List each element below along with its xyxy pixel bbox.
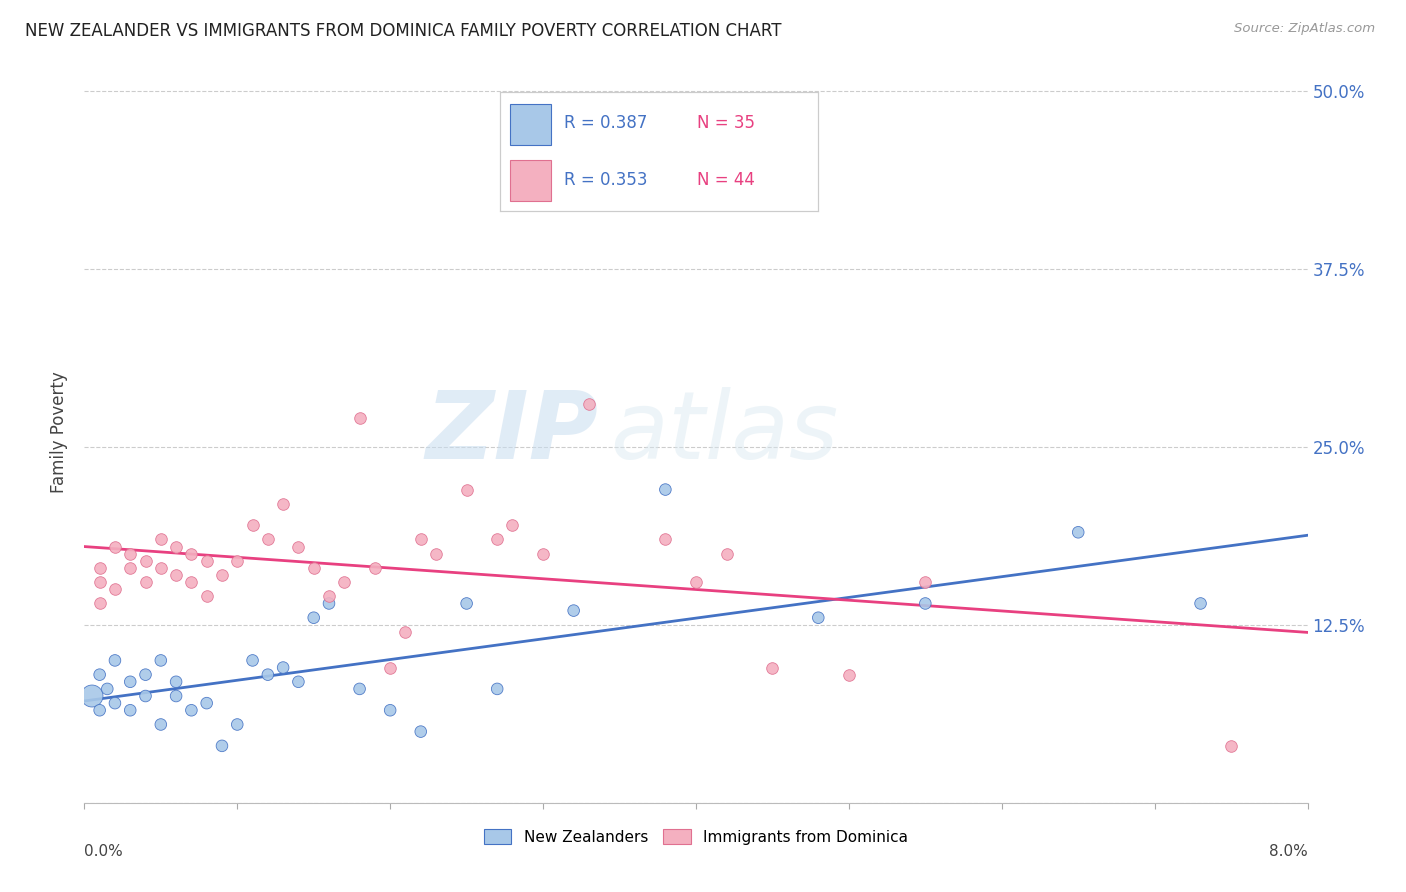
- Point: [226, 717, 249, 731]
- Text: 8.0%: 8.0%: [1268, 844, 1308, 858]
- Point: [271, 660, 294, 674]
- Point: [242, 518, 264, 533]
- Point: [149, 561, 172, 575]
- Point: [89, 703, 111, 717]
- Point: [502, 518, 524, 533]
- Point: [104, 696, 127, 710]
- Point: [425, 547, 447, 561]
- Point: [380, 703, 402, 717]
- Point: [120, 674, 142, 689]
- Point: [104, 653, 127, 667]
- Point: [135, 554, 157, 568]
- Point: [287, 540, 309, 554]
- Point: [1189, 597, 1212, 611]
- Point: [654, 483, 676, 497]
- Point: [120, 703, 142, 717]
- Point: [364, 561, 387, 575]
- Point: [195, 696, 218, 710]
- Point: [838, 667, 860, 681]
- Point: [135, 667, 157, 681]
- Point: [1220, 739, 1243, 753]
- Point: [89, 561, 111, 575]
- Point: [195, 590, 218, 604]
- Point: [654, 533, 676, 547]
- Point: [120, 561, 142, 575]
- Point: [318, 597, 340, 611]
- Point: [104, 540, 127, 554]
- Point: [271, 497, 294, 511]
- Point: [89, 597, 111, 611]
- Point: [149, 717, 172, 731]
- Point: [1067, 525, 1090, 540]
- Point: [211, 568, 233, 582]
- Point: [149, 653, 172, 667]
- Point: [409, 724, 432, 739]
- Point: [149, 533, 172, 547]
- Point: [685, 575, 707, 590]
- Point: [394, 624, 416, 639]
- Point: [165, 568, 187, 582]
- Point: [165, 689, 187, 703]
- Point: [211, 739, 233, 753]
- Point: [226, 554, 249, 568]
- Point: [349, 411, 371, 425]
- Text: 0.0%: 0.0%: [84, 844, 124, 858]
- Point: [180, 575, 202, 590]
- Point: [807, 610, 830, 624]
- Point: [165, 674, 187, 689]
- Text: ZIP: ZIP: [425, 386, 598, 479]
- Point: [257, 533, 280, 547]
- Text: NEW ZEALANDER VS IMMIGRANTS FROM DOMINICA FAMILY POVERTY CORRELATION CHART: NEW ZEALANDER VS IMMIGRANTS FROM DOMINIC…: [25, 22, 782, 40]
- Point: [914, 597, 936, 611]
- Point: [302, 561, 325, 575]
- Point: [165, 540, 187, 554]
- Point: [135, 575, 157, 590]
- Point: [89, 575, 111, 590]
- Point: [89, 667, 111, 681]
- Legend: New Zealanders, Immigrants from Dominica: New Zealanders, Immigrants from Dominica: [478, 822, 914, 851]
- Point: [456, 597, 478, 611]
- Text: Source: ZipAtlas.com: Source: ZipAtlas.com: [1234, 22, 1375, 36]
- Point: [914, 575, 936, 590]
- Point: [409, 533, 432, 547]
- Point: [242, 653, 264, 667]
- Y-axis label: Family Poverty: Family Poverty: [51, 372, 69, 493]
- Point: [716, 547, 738, 561]
- Point: [531, 547, 554, 561]
- Point: [578, 397, 600, 411]
- Text: atlas: atlas: [610, 387, 838, 478]
- Point: [333, 575, 356, 590]
- Point: [180, 547, 202, 561]
- Point: [104, 582, 127, 597]
- Point: [456, 483, 478, 497]
- Point: [120, 547, 142, 561]
- Point: [80, 689, 103, 703]
- Point: [318, 590, 340, 604]
- Point: [195, 554, 218, 568]
- Point: [302, 610, 325, 624]
- Point: [257, 667, 280, 681]
- Point: [380, 660, 402, 674]
- Point: [349, 681, 371, 696]
- Point: [761, 660, 783, 674]
- Point: [486, 533, 509, 547]
- Point: [96, 681, 118, 696]
- Point: [562, 604, 585, 618]
- Point: [486, 681, 509, 696]
- Point: [287, 674, 309, 689]
- Point: [180, 703, 202, 717]
- Point: [135, 689, 157, 703]
